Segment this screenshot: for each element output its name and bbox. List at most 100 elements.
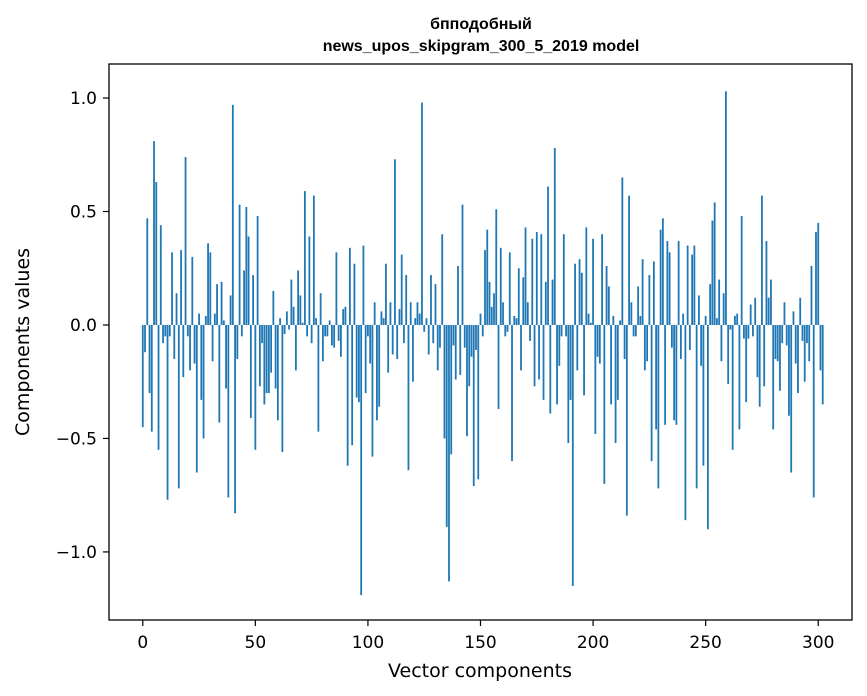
bar bbox=[373, 302, 376, 325]
bar bbox=[661, 218, 664, 325]
bar bbox=[297, 270, 300, 325]
bar bbox=[191, 256, 194, 325]
x-tick-label: 0 bbox=[137, 633, 148, 653]
bar bbox=[544, 281, 547, 325]
bar bbox=[321, 324, 324, 362]
bar bbox=[666, 241, 669, 325]
bar bbox=[362, 245, 365, 325]
bar bbox=[153, 141, 155, 325]
bar bbox=[520, 324, 522, 371]
bar bbox=[263, 324, 266, 405]
bar bbox=[688, 324, 691, 350]
bar bbox=[177, 324, 180, 489]
bar bbox=[675, 324, 678, 425]
bar bbox=[445, 324, 448, 527]
bar bbox=[425, 318, 428, 325]
chart-title-line-1: бпподобный bbox=[430, 16, 532, 33]
bar bbox=[148, 324, 151, 394]
bar bbox=[472, 324, 475, 487]
bar bbox=[763, 324, 766, 387]
bar bbox=[745, 324, 748, 403]
bar bbox=[614, 324, 617, 443]
bar bbox=[342, 309, 345, 325]
bar bbox=[301, 322, 304, 325]
bar bbox=[349, 247, 351, 325]
bar bbox=[738, 324, 741, 430]
bar bbox=[574, 263, 576, 325]
bar bbox=[704, 315, 707, 325]
bar bbox=[508, 252, 511, 325]
bar bbox=[551, 279, 554, 325]
bar bbox=[709, 284, 712, 325]
bar bbox=[576, 324, 579, 371]
bar bbox=[686, 245, 689, 325]
bar bbox=[580, 272, 583, 325]
bar bbox=[254, 324, 257, 450]
chart-title-line-2: news_upos_skipgram_300_5_2019 model bbox=[323, 38, 640, 55]
bar bbox=[567, 324, 570, 443]
bar bbox=[200, 324, 203, 400]
bar bbox=[391, 324, 394, 355]
bar bbox=[497, 324, 500, 409]
bar bbox=[144, 324, 146, 353]
bar bbox=[171, 252, 173, 325]
x-axis: 0 50 100 150 200 250 300 bbox=[137, 620, 834, 653]
bar bbox=[718, 279, 721, 325]
bar bbox=[776, 324, 779, 362]
bar bbox=[186, 324, 189, 337]
bar bbox=[436, 324, 439, 371]
bar bbox=[285, 311, 288, 325]
bar bbox=[252, 275, 254, 325]
bar bbox=[495, 209, 498, 325]
bar bbox=[423, 324, 426, 332]
bar bbox=[592, 238, 594, 325]
bar bbox=[358, 324, 360, 403]
bar bbox=[632, 324, 635, 337]
x-tick-label: 250 bbox=[689, 633, 721, 653]
bar bbox=[245, 206, 248, 325]
bar bbox=[761, 195, 763, 325]
bar bbox=[803, 324, 806, 382]
bar bbox=[693, 245, 696, 325]
bar bbox=[623, 324, 626, 360]
bar bbox=[684, 324, 687, 521]
bar bbox=[691, 254, 694, 325]
bar bbox=[207, 243, 209, 325]
bar bbox=[209, 252, 212, 325]
bar bbox=[668, 252, 671, 325]
bar bbox=[387, 324, 390, 373]
bar bbox=[247, 236, 250, 325]
bar bbox=[513, 315, 516, 325]
bar bbox=[792, 311, 795, 325]
bar bbox=[625, 324, 628, 516]
bar bbox=[294, 324, 297, 371]
bar bbox=[670, 324, 673, 348]
bar bbox=[506, 324, 509, 332]
bar bbox=[781, 324, 784, 344]
bar bbox=[229, 295, 232, 325]
bar bbox=[488, 281, 491, 325]
bar bbox=[240, 324, 243, 337]
bar bbox=[416, 302, 419, 325]
bar bbox=[189, 324, 191, 371]
bar bbox=[448, 324, 450, 582]
x-axis-label: Vector components bbox=[388, 660, 572, 682]
x-tick-label: 200 bbox=[577, 633, 609, 653]
bar bbox=[180, 250, 182, 325]
bar bbox=[468, 324, 471, 387]
bar bbox=[299, 295, 302, 325]
bars-group bbox=[141, 91, 824, 596]
bar bbox=[553, 147, 556, 325]
bar bbox=[540, 234, 543, 325]
bar bbox=[258, 324, 261, 387]
bar bbox=[333, 324, 336, 348]
bar bbox=[344, 306, 347, 325]
bar bbox=[499, 247, 502, 325]
bar bbox=[337, 324, 340, 341]
bar bbox=[659, 229, 662, 325]
bar bbox=[630, 302, 633, 325]
bar bbox=[198, 313, 200, 325]
y-tick-label: −0.5 bbox=[56, 429, 97, 449]
bar bbox=[770, 279, 772, 325]
